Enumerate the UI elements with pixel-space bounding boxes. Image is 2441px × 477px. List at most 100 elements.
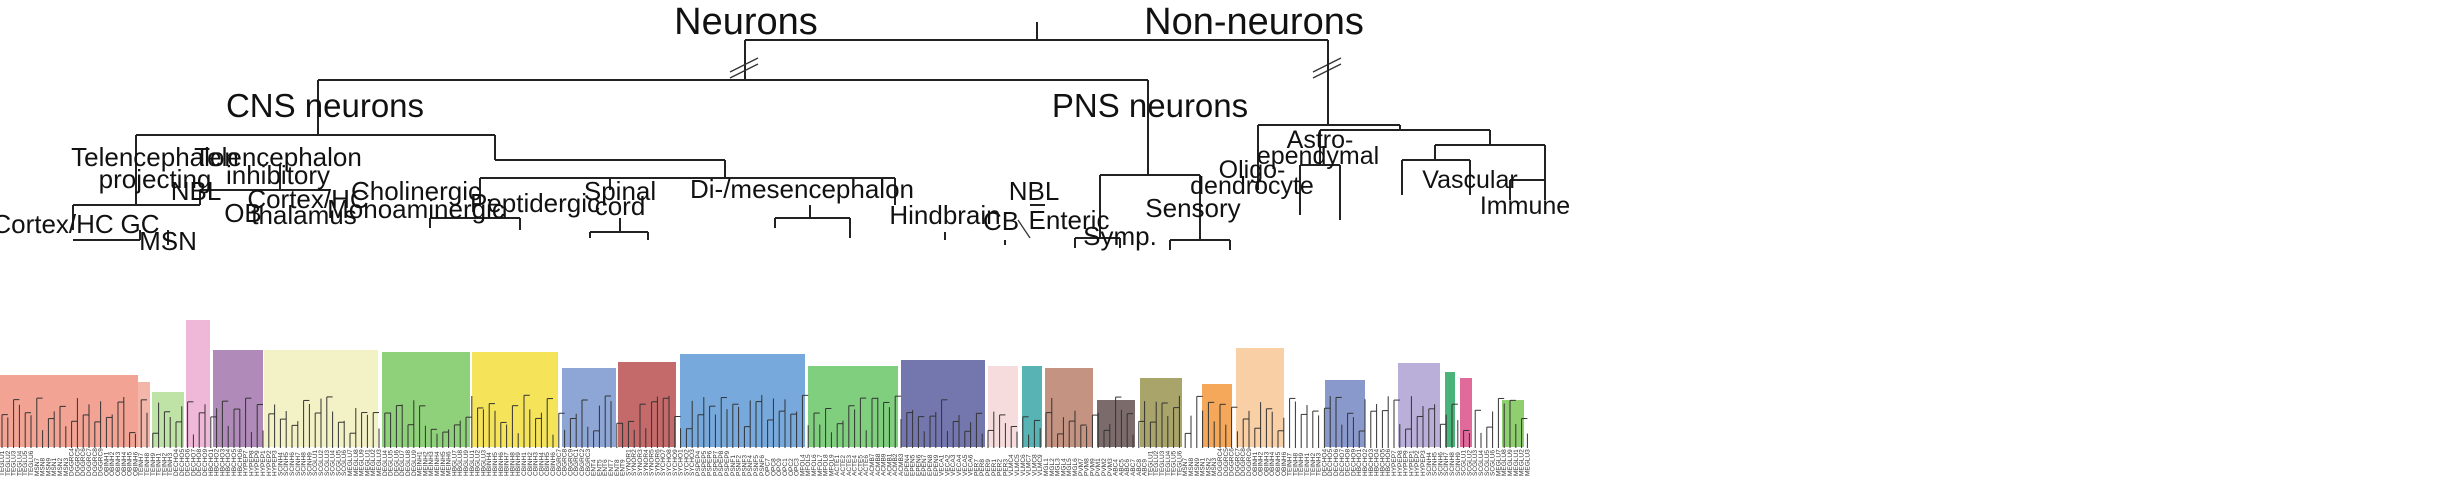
leaf-label: MFOL5	[805, 454, 812, 476]
leaf-label: TEGLU2	[1153, 450, 1160, 476]
leaf-label: VLMC7	[1026, 454, 1033, 476]
leaf-label: MEGLU2	[370, 449, 377, 476]
leaf-label: CBINH6	[550, 452, 557, 476]
leaf-label: TEGLU5	[1171, 450, 1178, 476]
leaf-label: ACMB3	[898, 453, 905, 476]
tel-inhibitory-label-1: Telencephalon	[194, 142, 362, 172]
leaf-label: MSN1	[1200, 458, 1207, 476]
cb-label: CB	[983, 206, 1019, 236]
leaf-label: SCINH8	[1449, 452, 1456, 476]
leaf-label: ACMB8	[875, 453, 882, 476]
immune-green-box	[1502, 400, 1524, 447]
cb-box	[988, 366, 1018, 447]
leaf-label: MSN9	[1194, 458, 1201, 476]
leaf-label: MFOL4	[799, 454, 806, 476]
leaf-label: DGGRC6	[1229, 448, 1236, 476]
astro-label-1: Astro-	[1287, 126, 1354, 154]
vascular-purple-box	[1398, 363, 1440, 447]
leaf-label: DEGLU6	[393, 450, 400, 476]
leaf-label: CBGRC8	[562, 449, 569, 476]
main-branches	[72, 22, 1546, 250]
leaf-label: HBCHO2	[214, 449, 221, 476]
leaf-label: VLMC5	[1014, 454, 1021, 476]
peptidergic-label: Peptidergic	[470, 188, 600, 218]
leaf-label: ENT4	[591, 459, 598, 476]
nbl-left-box	[186, 320, 210, 447]
leaf-label: SYCHO7	[660, 449, 667, 476]
ob-label: OB	[224, 198, 262, 228]
leaf-label: SYNOR6	[654, 449, 661, 476]
leaf-label: EPEN7	[921, 454, 928, 476]
leaf-label: SCINH7	[1443, 452, 1450, 476]
leaf-label: EPEN4	[904, 454, 911, 476]
leaf-label: MEGLU9	[359, 449, 366, 476]
leaf-label: HYPEP8	[248, 450, 255, 476]
leaf-label: ACTE2	[840, 455, 847, 476]
astro-blue-box	[1325, 380, 1365, 447]
leaf-label: ACTE3	[846, 455, 853, 476]
leaf-label: HBCHO3	[1368, 449, 1375, 476]
leaf-label: PER1	[991, 459, 998, 476]
leaf-label: SCGLU3	[1472, 450, 1479, 476]
leaf-label: HYPEP3	[272, 450, 279, 476]
leaf-label: TEINH1	[1304, 453, 1311, 477]
leaf-label: MGL4	[1060, 458, 1067, 476]
leaf-label: MGL5	[1066, 458, 1073, 476]
leaf-label: PSNF3	[741, 455, 748, 476]
leaf-label: HYPEP2	[266, 450, 273, 476]
leaf-label: EPEN8	[927, 454, 934, 476]
leaf-label: VECA4	[956, 454, 963, 476]
leaf-label: PER2	[997, 459, 1004, 476]
leaf-label: SYCHO8	[666, 449, 673, 476]
pns-neurons-label: PNS neurons	[1052, 87, 1248, 124]
leaf-label: MEGLU2	[1519, 449, 1526, 476]
oligo-label-2: dendrocyte	[1190, 172, 1314, 200]
leaf-label: VECA6	[968, 454, 975, 476]
peptidergic-box	[472, 352, 558, 447]
leaf-label: ABC8	[1136, 459, 1143, 476]
cortex-thal-label-1: Cortex/HC	[247, 184, 368, 214]
leaf-label: DECHO8	[196, 449, 203, 476]
leaf-label: OBINH3	[115, 451, 122, 476]
leaf-label: CBINH3	[533, 452, 540, 476]
leaf-label: HBINH4	[486, 452, 493, 476]
leaf-label: MSN3	[63, 458, 70, 476]
leaf-label: MEGLU1	[364, 449, 371, 476]
leaf-label: MEGLU3	[1524, 449, 1531, 476]
spinal-blue-box	[562, 368, 616, 447]
leaf-label: TEGLU1	[1147, 450, 1154, 476]
leaf-label: SCINH9	[1455, 452, 1462, 476]
leaf-label: DEGLU5	[388, 450, 395, 476]
leaf-label: DECHO5	[179, 449, 186, 476]
leaf-label: TEINH9	[1298, 453, 1305, 477]
leaf-label: CBGRC1	[573, 449, 580, 476]
leaf-label: MGL3	[1055, 458, 1062, 476]
leaf-label: PSPEP6	[707, 450, 714, 476]
cholinergic-label-1: Cholinergic	[351, 176, 481, 206]
leaf-label: ACMB2	[892, 453, 899, 476]
leaf-label: SYNOR2	[631, 449, 638, 476]
leaf-label: MEGLU9	[1507, 449, 1514, 476]
leaf-label: MEINH2	[422, 451, 429, 476]
leaf-label: PVM2	[1101, 458, 1108, 476]
leaf-label: MSN3	[1211, 458, 1218, 476]
leaf-label: DGGRC4	[1217, 448, 1224, 476]
leaf-label: DEGLU8	[405, 450, 412, 476]
leaf-label: SCGLU2	[1466, 450, 1473, 476]
leaf-label: SCINH5	[1432, 452, 1439, 476]
cholinergic-box	[382, 352, 470, 447]
spinal-label-1: Spinal	[584, 176, 656, 206]
leaf-label: TEGLU4	[16, 450, 23, 476]
leaf-label: OPC8	[770, 458, 777, 476]
leaf-label: SYNOR4	[643, 449, 650, 476]
leaf-label: SYCHO2	[683, 449, 690, 476]
leaf-label: HYPEP9	[254, 450, 261, 476]
symp-label: Symp.	[1083, 221, 1157, 251]
msn-label: MSN	[139, 226, 197, 256]
leaf-label: SCINH7	[295, 452, 302, 476]
leaf-label: OPC7	[765, 458, 772, 476]
leaf-label: PSPEP8	[718, 450, 725, 476]
leaf-label: DGGRC5	[1223, 448, 1230, 476]
enteric-label: Enteric	[1029, 205, 1110, 235]
